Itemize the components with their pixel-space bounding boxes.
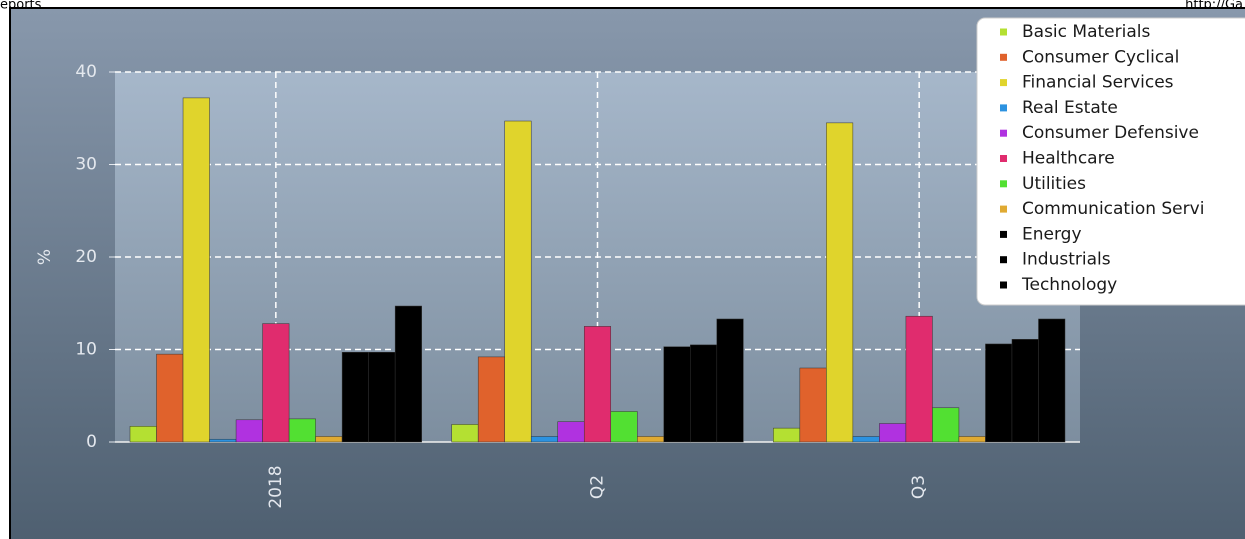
x-tick-label: Q2 bbox=[588, 475, 608, 499]
y-tick-label: 0 bbox=[86, 432, 97, 452]
legend-swatch bbox=[1000, 180, 1007, 188]
bar bbox=[958, 436, 986, 443]
legend-swatch bbox=[1000, 281, 1007, 289]
legend-swatch bbox=[1000, 53, 1007, 61]
bar bbox=[235, 419, 263, 443]
legend-label: Financial Services bbox=[1022, 73, 1174, 93]
legend-label: Healthcare bbox=[1022, 149, 1115, 169]
bar bbox=[530, 436, 558, 443]
bar bbox=[852, 436, 880, 443]
bar bbox=[315, 436, 343, 443]
bar bbox=[129, 426, 157, 443]
bar bbox=[1038, 318, 1066, 443]
bar bbox=[1011, 339, 1039, 443]
bar bbox=[182, 97, 210, 443]
y-axis-label: % bbox=[35, 249, 55, 265]
bar bbox=[262, 323, 290, 443]
y-tick-label: 40 bbox=[75, 62, 97, 82]
legend-label: Utilities bbox=[1022, 174, 1086, 194]
bar bbox=[477, 356, 505, 443]
legend-swatch bbox=[1000, 28, 1007, 36]
legend-swatch bbox=[1000, 129, 1007, 137]
y-tick-label: 10 bbox=[75, 340, 97, 360]
bar bbox=[637, 436, 665, 443]
legend-label: Communication Servi bbox=[1022, 199, 1204, 219]
bar bbox=[799, 367, 827, 443]
legend-label: Energy bbox=[1022, 224, 1082, 244]
legend-label: Consumer Defensive bbox=[1022, 123, 1199, 143]
bar bbox=[394, 305, 422, 443]
y-tick-label: 20 bbox=[75, 247, 97, 267]
legend-box bbox=[976, 17, 1245, 306]
bar bbox=[879, 423, 907, 443]
bar bbox=[557, 421, 585, 443]
y-tick-label: 30 bbox=[75, 155, 97, 175]
bar bbox=[288, 418, 316, 443]
bar bbox=[690, 344, 718, 443]
bar bbox=[932, 407, 960, 443]
legend-swatch bbox=[1000, 230, 1007, 238]
bar bbox=[610, 411, 638, 443]
bar bbox=[368, 352, 396, 443]
bar bbox=[716, 318, 744, 443]
legend-swatch bbox=[1000, 79, 1007, 87]
x-tick-label: 2018 bbox=[266, 465, 286, 508]
legend-label: Industrials bbox=[1022, 250, 1111, 270]
bar bbox=[583, 326, 612, 443]
legend-swatch bbox=[1000, 155, 1007, 162]
bar bbox=[826, 122, 854, 443]
bar bbox=[451, 424, 479, 443]
bar bbox=[209, 438, 237, 443]
legend-label: Real Estate bbox=[1022, 98, 1118, 118]
bar bbox=[773, 427, 801, 443]
bar bbox=[504, 120, 532, 443]
bar bbox=[156, 353, 184, 443]
legend-swatch bbox=[1000, 256, 1007, 264]
bar bbox=[341, 352, 369, 443]
legend-label: Basic Materials bbox=[1022, 22, 1150, 42]
legend-label: Consumer Cyclical bbox=[1022, 47, 1179, 67]
x-tick-label: Q3 bbox=[909, 475, 929, 499]
bar bbox=[663, 346, 691, 443]
bar bbox=[985, 343, 1013, 443]
legend-label: Technology bbox=[1021, 275, 1117, 295]
legend-swatch bbox=[1000, 104, 1007, 112]
legend-swatch bbox=[1000, 205, 1007, 213]
bar bbox=[905, 315, 933, 443]
